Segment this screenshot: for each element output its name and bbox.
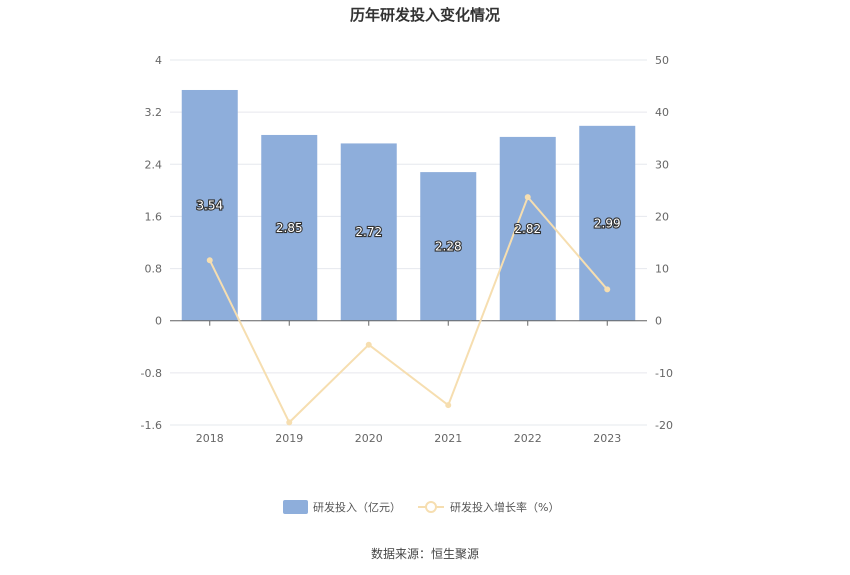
bar-data-label: 2.72 [355, 225, 382, 239]
y-left-tick-label: 0.8 [145, 263, 163, 276]
y-left-tick-label: 3.2 [145, 106, 163, 119]
line-point[interactable] [524, 194, 531, 201]
y-left-tick-label: 0 [155, 315, 162, 328]
y-right-tick-label: 50 [655, 54, 669, 67]
bar[interactable] [181, 89, 238, 321]
line-point[interactable] [604, 286, 611, 293]
legend: 研发投入（亿元） 研发投入增长率（%） [283, 500, 559, 514]
bar[interactable] [261, 134, 318, 321]
line-point[interactable] [206, 257, 213, 264]
y-left-tick-label: 1.6 [145, 210, 163, 223]
y-right-tick-label: 30 [655, 158, 669, 171]
y-left-tick-label: 2.4 [145, 158, 163, 171]
x-tick-label: 2019 [275, 432, 303, 445]
y-right-tick-label: 10 [655, 263, 669, 276]
y-right-tick-label: -10 [655, 367, 673, 380]
data-source: 数据来源：恒生聚源 [371, 546, 479, 561]
line-point[interactable] [286, 419, 293, 426]
x-tick-label: 2020 [355, 432, 383, 445]
x-tick-label: 2018 [196, 432, 224, 445]
legend-bar-swatch[interactable] [283, 500, 308, 514]
bar-value-labels: 3.54 2.85 2.72 2.28 2.82 2.99 [195, 197, 621, 254]
bar-data-label: 2.82 [514, 222, 541, 236]
bar-data-label: 2.28 [435, 239, 462, 253]
grid-lines [170, 59, 647, 426]
y-left-tick-label: 4 [155, 54, 162, 67]
legend-line-label[interactable]: 研发投入增长率（%） [450, 500, 559, 514]
y-right-tick-label: -20 [655, 419, 673, 432]
y-right-tick-label: 0 [655, 315, 662, 328]
y-axis-left: 4 3.2 2.4 1.6 0.8 0 -0.8 -1.6 [141, 54, 162, 432]
x-axis: 2018 2019 2020 2021 2022 2023 [170, 320, 647, 445]
bar-data-label: 2.99 [594, 216, 621, 230]
x-tick-label: 2023 [593, 432, 621, 445]
x-tick-label: 2021 [434, 432, 462, 445]
y-axis-right: 50 40 30 20 10 0 -10 -20 [655, 54, 673, 432]
y-right-tick-label: 20 [655, 210, 669, 223]
x-tick-label: 2022 [514, 432, 542, 445]
y-left-tick-label: -1.6 [141, 419, 162, 432]
growth-rate-line [208, 195, 609, 425]
y-right-tick-label: 40 [655, 106, 669, 119]
bar[interactable] [420, 172, 477, 321]
line-point[interactable] [365, 341, 372, 348]
bar-data-label: 3.54 [196, 198, 223, 212]
legend-bar-label[interactable]: 研发投入（亿元） [313, 500, 401, 514]
bar[interactable] [340, 143, 397, 321]
line-point[interactable] [445, 402, 452, 409]
legend-line-marker [425, 501, 437, 513]
bar-data-label: 2.85 [276, 221, 303, 235]
bar-series [181, 89, 636, 321]
chart-title: 历年研发投入变化情况 [350, 6, 500, 24]
line-series [206, 194, 611, 426]
y-left-tick-label: -0.8 [141, 367, 162, 380]
bar[interactable] [499, 136, 556, 321]
